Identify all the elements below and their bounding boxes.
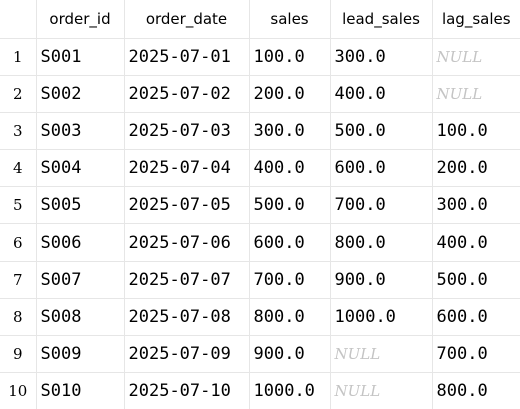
order-id-cell[interactable]: S006 xyxy=(35,223,124,262)
order-id-cell[interactable]: S001 xyxy=(35,38,124,77)
order-date-cell[interactable]: 2025-07-10 xyxy=(123,372,249,409)
lag-sales-cell[interactable]: 500.0 xyxy=(431,261,520,299)
table-row[interactable]: 6 S006 2025-07-06 600.0 800.0 400.0 xyxy=(0,223,520,262)
lead-sales-cell[interactable]: 600.0 xyxy=(329,149,432,188)
lead-sales-cell[interactable]: 500.0 xyxy=(329,112,432,151)
lag-sales-cell[interactable]: 400.0 xyxy=(431,223,520,262)
header-row: order_id order_date sales lead_sales lag… xyxy=(0,0,520,39)
order-date-cell[interactable]: 2025-07-04 xyxy=(123,149,249,188)
order-id-cell[interactable]: S010 xyxy=(35,372,124,409)
order-date-cell[interactable]: 2025-07-07 xyxy=(123,261,249,299)
order-date-cell[interactable]: 2025-07-03 xyxy=(123,112,249,151)
order-id-cell[interactable]: S004 xyxy=(35,149,124,188)
order-date-cell[interactable]: 2025-07-09 xyxy=(123,335,249,373)
table-row[interactable]: 2 S002 2025-07-02 200.0 400.0 NULL xyxy=(0,75,520,114)
sales-cell[interactable]: 800.0 xyxy=(248,298,330,336)
order-date-cell[interactable]: 2025-07-05 xyxy=(123,186,249,225)
sales-cell[interactable]: 600.0 xyxy=(248,223,330,262)
order-date-cell[interactable]: 2025-07-02 xyxy=(123,75,249,114)
table-row[interactable]: 5 S005 2025-07-05 500.0 700.0 300.0 xyxy=(0,186,520,225)
column-header-sales[interactable]: sales xyxy=(248,0,330,39)
lead-sales-cell[interactable]: NULL xyxy=(329,372,432,409)
corner-cell xyxy=(0,0,36,39)
row-number: 3 xyxy=(0,112,36,151)
order-date-cell[interactable]: 2025-07-01 xyxy=(123,38,249,77)
lag-sales-cell[interactable]: 100.0 xyxy=(431,112,520,151)
lag-sales-cell[interactable]: 600.0 xyxy=(431,298,520,336)
order-id-cell[interactable]: S009 xyxy=(35,335,124,373)
order-date-cell[interactable]: 2025-07-08 xyxy=(123,298,249,336)
row-number: 9 xyxy=(0,335,36,373)
sales-cell[interactable]: 900.0 xyxy=(248,335,330,373)
order-id-cell[interactable]: S002 xyxy=(35,75,124,114)
order-id-cell[interactable]: S008 xyxy=(35,298,124,336)
column-header-lead-sales[interactable]: lead_sales xyxy=(329,0,432,39)
lag-sales-cell[interactable]: 300.0 xyxy=(431,186,520,225)
sales-cell[interactable]: 200.0 xyxy=(248,75,330,114)
table-row[interactable]: 4 S004 2025-07-04 400.0 600.0 200.0 xyxy=(0,149,520,188)
sales-cell[interactable]: 700.0 xyxy=(248,261,330,299)
sales-cell[interactable]: 500.0 xyxy=(248,186,330,225)
order-date-cell[interactable]: 2025-07-06 xyxy=(123,223,249,262)
row-number: 2 xyxy=(0,75,36,114)
lag-sales-cell[interactable]: NULL xyxy=(431,75,520,114)
row-number: 10 xyxy=(0,372,36,409)
order-id-cell[interactable]: S007 xyxy=(35,261,124,299)
sales-cell[interactable]: 1000.0 xyxy=(248,372,330,409)
table-row[interactable]: 3 S003 2025-07-03 300.0 500.0 100.0 xyxy=(0,112,520,151)
table-row[interactable]: 10 S010 2025-07-10 1000.0 NULL 800.0 xyxy=(0,372,520,409)
lag-sales-cell[interactable]: 200.0 xyxy=(431,149,520,188)
lead-sales-cell[interactable]: NULL xyxy=(329,335,432,373)
row-number: 1 xyxy=(0,38,36,77)
order-id-cell[interactable]: S005 xyxy=(35,186,124,225)
table-row[interactable]: 7 S007 2025-07-07 700.0 900.0 500.0 xyxy=(0,261,520,299)
order-id-cell[interactable]: S003 xyxy=(35,112,124,151)
column-header-order-date[interactable]: order_date xyxy=(123,0,249,39)
lead-sales-cell[interactable]: 1000.0 xyxy=(329,298,432,336)
lead-sales-cell[interactable]: 800.0 xyxy=(329,223,432,262)
table-row[interactable]: 9 S009 2025-07-09 900.0 NULL 700.0 xyxy=(0,335,520,373)
sales-cell[interactable]: 400.0 xyxy=(248,149,330,188)
lag-sales-cell[interactable]: NULL xyxy=(431,38,520,77)
lag-sales-cell[interactable]: 800.0 xyxy=(431,372,520,409)
column-header-lag-sales[interactable]: lag_sales xyxy=(431,0,520,39)
lead-sales-cell[interactable]: 700.0 xyxy=(329,186,432,225)
lead-sales-cell[interactable]: 400.0 xyxy=(329,75,432,114)
sales-cell[interactable]: 100.0 xyxy=(248,38,330,77)
table-row[interactable]: 8 S008 2025-07-08 800.0 1000.0 600.0 xyxy=(0,298,520,336)
table-row[interactable]: 1 S001 2025-07-01 100.0 300.0 NULL xyxy=(0,38,520,77)
row-number: 5 xyxy=(0,186,36,225)
lead-sales-cell[interactable]: 300.0 xyxy=(329,38,432,77)
row-number: 8 xyxy=(0,298,36,336)
column-header-order-id[interactable]: order_id xyxy=(35,0,124,39)
row-number: 6 xyxy=(0,223,36,262)
row-number: 4 xyxy=(0,149,36,188)
lag-sales-cell[interactable]: 700.0 xyxy=(431,335,520,373)
sales-cell[interactable]: 300.0 xyxy=(248,112,330,151)
lead-sales-cell[interactable]: 900.0 xyxy=(329,261,432,299)
row-number: 7 xyxy=(0,261,36,299)
